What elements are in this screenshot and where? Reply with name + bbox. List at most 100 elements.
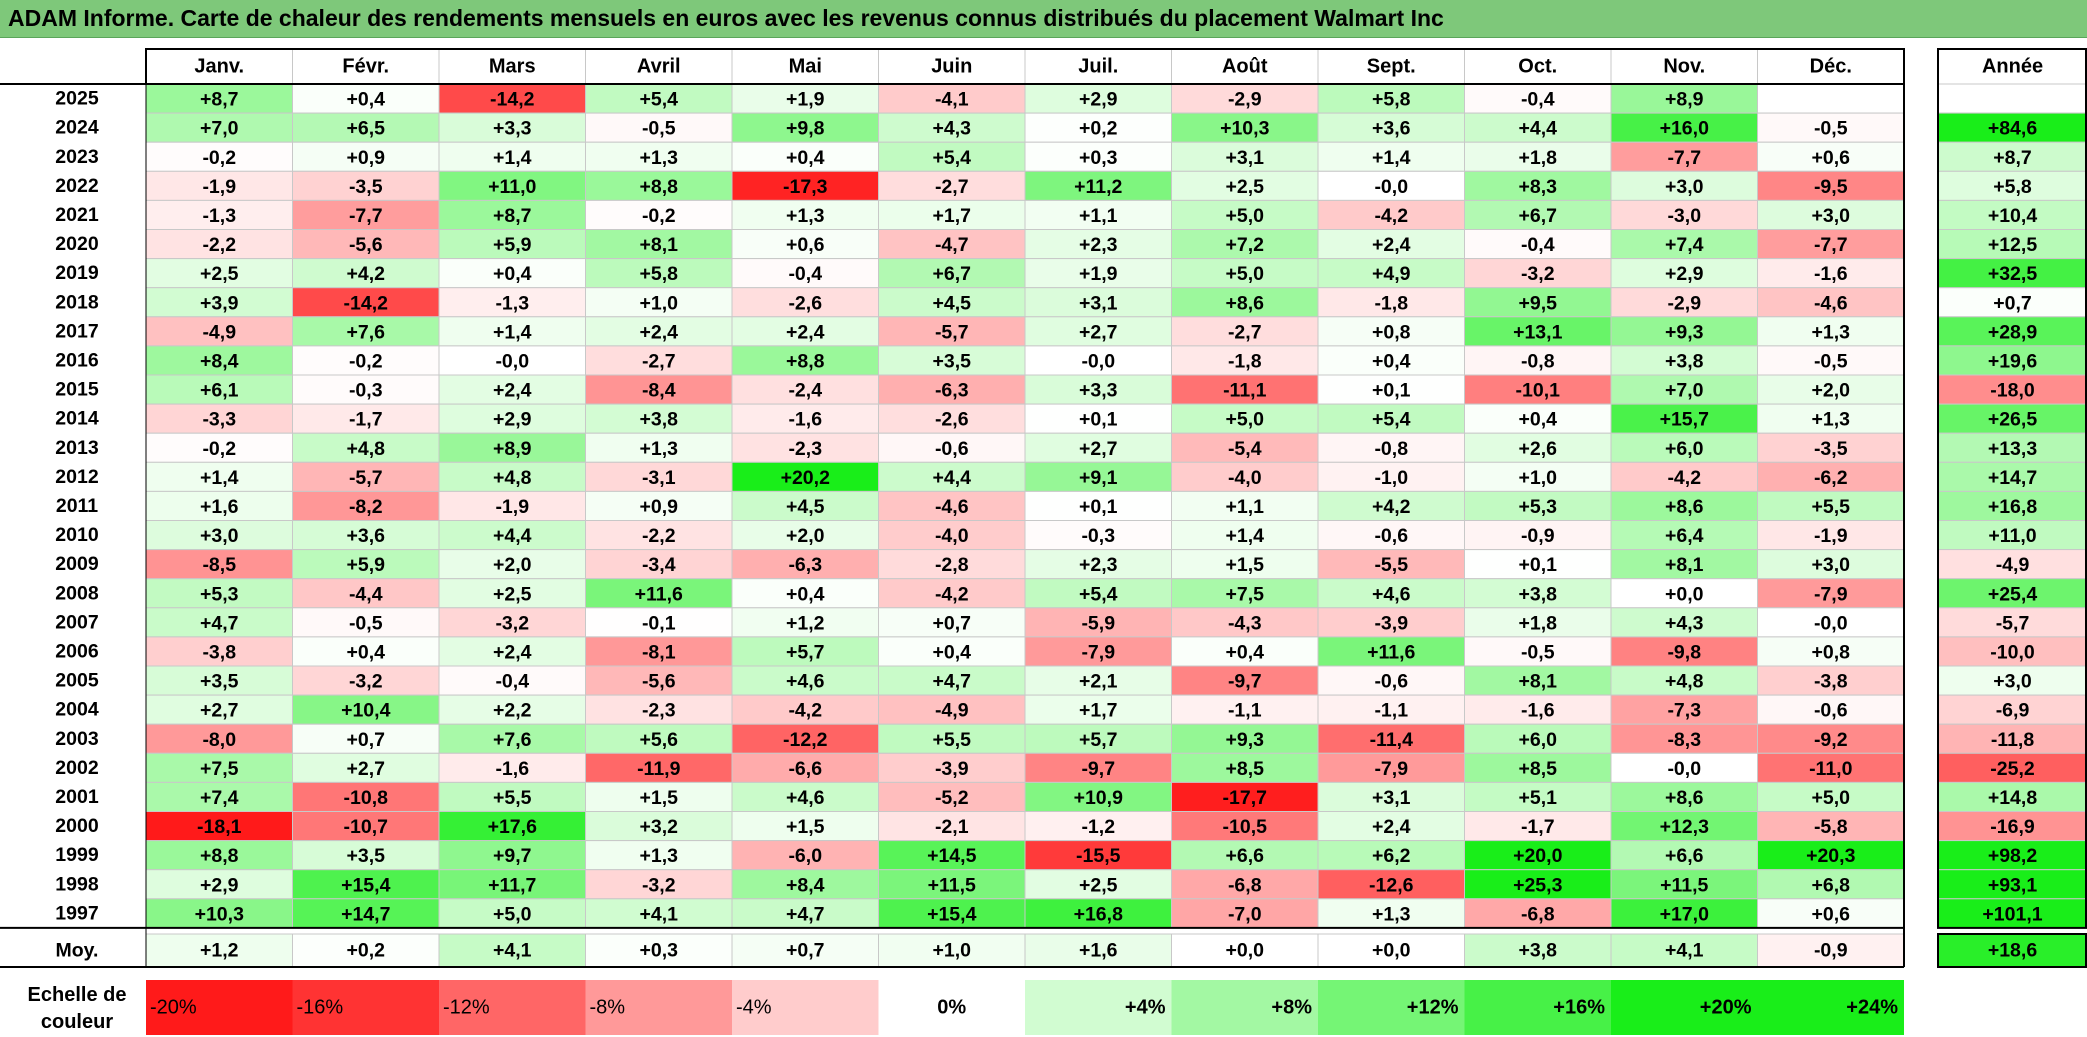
heatmap-cell [438,112,586,143]
year-average-border [1937,933,2087,968]
heatmap-cell [731,694,879,725]
heatmap-cell [1610,170,1758,201]
year-total-value: +32,5 [1988,263,2037,285]
cell-value: +7,2 [1226,234,1265,256]
cell-value: +0,1 [1519,554,1558,576]
cell-value: -7,7 [1667,147,1701,169]
year-total-value: +16,8 [1988,496,2037,518]
cell-value: +3,6 [1372,118,1411,140]
heatmap-cell [585,432,733,463]
column-header: Juil. [1078,56,1118,78]
heatmap-cell [1757,112,1905,143]
year-total-cell [1937,403,2087,434]
heatmap-cell [292,461,440,492]
row-label: 2025 [55,88,99,110]
row-label: 2009 [55,553,99,575]
scale-swatch-label: -8% [590,997,626,1019]
heatmap-cell [585,316,733,347]
heatmap-cell [292,490,440,521]
heatmap-cell [878,840,1026,871]
year-total-value: +5,8 [1993,176,2032,198]
heatmap-cell [438,636,586,667]
heatmap-cell [731,403,879,434]
cell-value: -6,3 [935,380,969,402]
cell-value: +8,4 [200,350,239,372]
heatmap-cell [1757,490,1905,521]
cell-value: +25,3 [1513,874,1562,896]
heatmap-cell [1610,723,1758,754]
scale-swatch-label: +16% [1553,997,1605,1019]
cell-value: -1,3 [202,205,236,227]
cell-value: +0,6 [1812,147,1851,169]
cell-value: +1,4 [493,321,532,343]
cell-value: -0,0 [1814,612,1848,634]
cell-value: +5,0 [1226,205,1265,227]
cell-value: +5,7 [786,641,825,663]
cell-value: -3,4 [642,554,676,576]
scale-swatch [146,980,293,1035]
column-header: Févr. [342,56,389,78]
heatmap-cell [585,840,733,871]
average-value: +0,7 [786,940,825,962]
cell-value: -0,4 [495,671,529,693]
cell-value: +1,3 [1812,321,1851,343]
heatmap-cell [292,811,440,842]
cell-value: -9,7 [1081,758,1115,780]
heatmap-cell [1171,374,1319,405]
cell-value: +3,5 [933,350,972,372]
cell-value: +17,6 [488,816,537,838]
cell-value: +4,8 [1665,671,1704,693]
cell-value: -0,0 [1667,758,1701,780]
cell-value: -10,5 [1223,816,1268,838]
heatmap-cell [1464,141,1612,172]
heatmap-cell [292,549,440,580]
cell-value: +2,9 [493,409,532,431]
cell-value: +1,8 [1519,612,1558,634]
cell-value: +4,3 [1665,612,1704,634]
heatmap-cell [438,345,586,376]
column-header: Août [1222,56,1268,78]
heatmap-cell [1171,490,1319,521]
year-total-cell [1937,723,2087,754]
cell-value: +15,7 [1660,409,1709,431]
cell-value: +0,4 [493,263,532,285]
heatmap-cell [585,549,733,580]
cell-value: -11,4 [1370,729,1414,751]
cell-value: -3,9 [935,758,969,780]
heatmap-cell [731,781,879,813]
heatmap-cell [585,112,733,143]
scale-swatch [1464,980,1611,1035]
cell-value: +2,7 [200,700,239,722]
heatmap-cell [731,549,879,580]
cell-value: -4,0 [1228,467,1262,489]
cell-value: +8,5 [1226,758,1265,780]
cell-value: +2,3 [1079,554,1118,576]
cell-value: +4,8 [347,438,386,460]
cell-value: +4,7 [200,612,239,634]
heatmap-cell [145,287,293,318]
heatmap-cell [585,403,733,434]
heatmap-cell [585,898,733,929]
cell-value: +3,2 [640,816,679,838]
scale-swatch [878,980,1025,1035]
cell-value: -4,2 [1374,205,1408,227]
year-total-value: -11,8 [1991,729,2035,751]
year-total-value: -16,9 [1990,816,2035,838]
average-value: +1,2 [200,940,239,962]
cell-value: +3,5 [200,671,239,693]
cell-value: +20,2 [781,467,830,489]
cell-value: +7,5 [1226,583,1265,605]
heatmap-cell [145,898,293,929]
cell-value: -0,1 [642,612,676,634]
row-label: 2002 [55,757,99,779]
cell-value: +2,6 [1519,438,1558,460]
heatmap-cell [438,607,586,638]
heatmap-cell [1464,723,1612,754]
year-header-cell [1937,48,2087,85]
cell-value: +0,9 [347,147,386,169]
cell-value: -15,5 [1076,845,1121,867]
cell-value: +8,7 [200,89,239,111]
heatmap-cell [1171,694,1319,725]
cell-value: +0,6 [786,234,825,256]
heatmap-cell [1024,112,1172,143]
